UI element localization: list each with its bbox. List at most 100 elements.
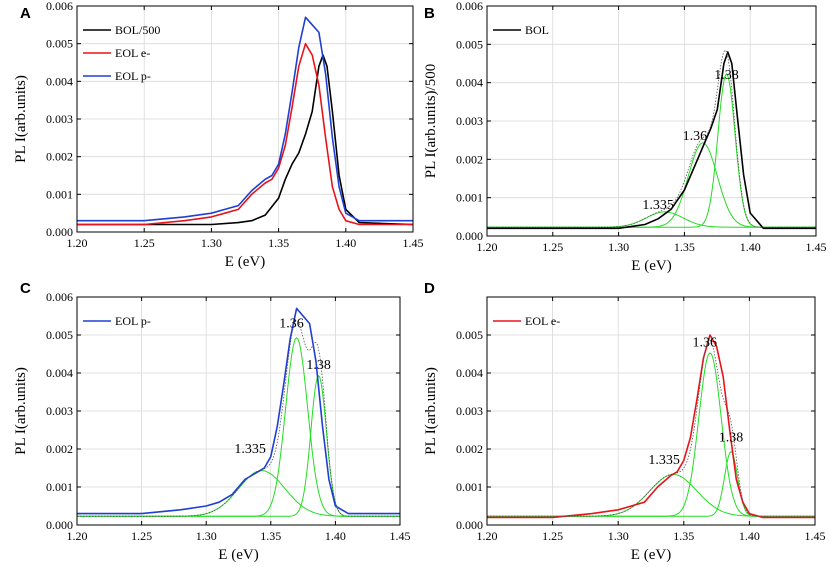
data-series-line: [77, 16, 413, 222]
panel-c: C 1.20 1.25 1.30 1.35 1.40 1.45 0.000 0.001 0.002…: [13, 280, 411, 563]
x-tick-label: 1.20: [67, 529, 88, 543]
x-tick-label: 1.25: [134, 236, 155, 250]
data-series-line: [77, 307, 400, 515]
panel-b: B 1.20 1.25 1.30 1.35 1.40 1.45 0.000 0.001 0.002…: [423, 0, 827, 274]
x-tick-label: 1.30: [201, 236, 222, 250]
y-axis-title: PL I(arb.units)/500: [423, 64, 439, 178]
x-tick-label: 1.20: [477, 529, 498, 543]
x-tick-label: 1.35: [268, 236, 289, 250]
y-tick-label: 0.000: [46, 225, 73, 239]
y-tick-label: 0.006: [456, 0, 483, 13]
y-tick-label: 0.003: [46, 404, 73, 418]
plot-area: [77, 16, 413, 226]
fit-curve: [487, 352, 815, 517]
plot-area: [487, 334, 815, 519]
y-axis-title: PL I(arb.units): [13, 75, 29, 163]
peak-annotation: 1.36: [279, 316, 304, 331]
peak-annotation: 1.335: [648, 453, 680, 468]
x-tick-label: 1.40: [739, 529, 760, 543]
x-tick-label: 1.25: [542, 240, 563, 254]
y-tick-label: 0.001: [456, 191, 483, 205]
y-axis-title: PL I(arb.units): [13, 367, 29, 455]
y-tick-label: 0.001: [46, 480, 73, 494]
y-tick-label: 0.005: [46, 37, 73, 51]
legend-label: EOL p-: [115, 69, 151, 83]
x-tick-label: 1.40: [325, 529, 346, 543]
data-series-line: [77, 54, 413, 226]
x-tick-label: 1.45: [390, 529, 411, 543]
y-tick-label: 0.006: [46, 0, 73, 13]
y-tick-label: 0.004: [46, 366, 73, 380]
x-tick-label: 1.45: [806, 240, 827, 254]
y-tick-label: 0.002: [456, 442, 483, 456]
peak-annotation: 1.38: [306, 358, 331, 373]
y-tick-label: 0.000: [46, 518, 73, 532]
data-series-line: [487, 51, 816, 230]
peak-annotation: 1.38: [719, 430, 744, 445]
y-tick-label: 0.000: [456, 518, 483, 532]
panel-letter: C: [20, 280, 31, 297]
y-tick-label: 0.001: [456, 480, 483, 494]
legend-label: EOL p-: [115, 314, 151, 328]
x-axis-title: E (eV): [218, 547, 258, 563]
x-axis-title: E (eV): [631, 547, 671, 563]
x-tick-label: 1.25: [542, 529, 563, 543]
peak-annotation: 1.335: [642, 198, 674, 213]
y-tick-label: 0.002: [46, 442, 73, 456]
plot-area: [77, 307, 400, 517]
plot-area: [487, 49, 816, 230]
x-tick-label: 1.20: [67, 236, 88, 250]
y-tick-label: 0.002: [46, 150, 73, 164]
y-tick-label: 0.004: [46, 74, 73, 88]
x-tick-label: 1.45: [403, 236, 424, 250]
panel-letter: B: [424, 5, 435, 22]
panel-d: D 1.20 1.25 1.30 1.35 1.40 1.45 0.000 0.001 0.002…: [423, 280, 826, 563]
x-axis-title: E (eV): [631, 258, 671, 274]
data-series-line: [77, 42, 413, 226]
data-series-line: [487, 334, 815, 519]
x-tick-label: 1.30: [196, 529, 217, 543]
y-tick-label: 0.005: [456, 37, 483, 51]
peak-annotation: 1.36: [683, 129, 708, 144]
legend-label: EOL e-: [525, 314, 560, 328]
panel-a: A 1.20 1.25 1.30 1.35 1.40 1.45 0.000 0.001 0.002…: [13, 0, 424, 270]
x-tick-label: 1.35: [674, 240, 695, 254]
y-tick-label: 0.003: [456, 404, 483, 418]
y-tick-label: 0.004: [456, 366, 483, 380]
y-tick-label: 0.002: [456, 152, 483, 166]
x-tick-label: 1.40: [740, 240, 761, 254]
x-tick-label: 1.35: [673, 529, 694, 543]
peak-annotation: 1.38: [714, 68, 739, 83]
fit-curve: [77, 470, 400, 517]
legend-label: BOL/500: [115, 23, 160, 37]
fit-curve: [77, 337, 400, 517]
x-axis-title: E (eV): [225, 254, 265, 270]
x-tick-label: 1.35: [260, 529, 281, 543]
fit-sum-curve: [487, 339, 815, 517]
y-tick-label: 0.000: [456, 229, 483, 243]
fit-sum-curve: [487, 49, 816, 228]
y-tick-label: 0.003: [456, 114, 483, 128]
peak-annotation: 1.36: [693, 335, 718, 350]
y-axis-title: PL I(arb.units): [423, 367, 439, 455]
fit-curve: [487, 211, 816, 228]
y-tick-label: 0.005: [46, 328, 73, 342]
x-tick-label: 1.45: [805, 529, 826, 543]
y-tick-label: 0.006: [46, 290, 73, 304]
x-tick-label: 1.40: [335, 236, 356, 250]
y-tick-label: 0.005: [456, 328, 483, 342]
legend-label: BOL: [525, 23, 549, 37]
x-tick-label: 1.20: [477, 240, 498, 254]
peak-annotation: 1.335: [234, 442, 266, 457]
x-tick-label: 1.25: [131, 529, 152, 543]
fit-curve: [487, 142, 816, 228]
fit-sum-curve: [77, 319, 400, 517]
panel-letter: D: [424, 280, 435, 297]
y-tick-label: 0.003: [46, 112, 73, 126]
x-tick-label: 1.30: [608, 529, 629, 543]
y-tick-label: 0.004: [456, 76, 483, 90]
x-tick-label: 1.30: [608, 240, 629, 254]
legend-label: EOL e-: [115, 46, 150, 60]
panel-letter: A: [20, 5, 31, 22]
